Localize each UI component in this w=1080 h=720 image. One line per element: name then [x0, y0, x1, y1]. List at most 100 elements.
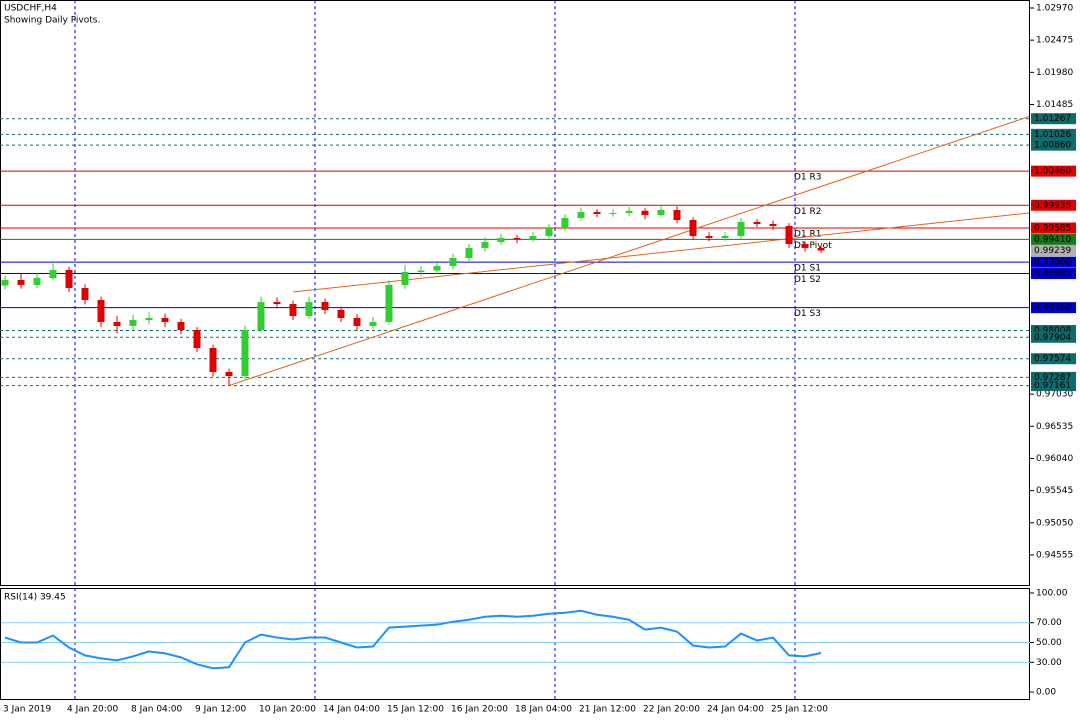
rsi-line — [4, 609, 822, 670]
chart-subtitle: Showing Daily Pivots. — [4, 16, 100, 26]
candle-body — [177, 322, 185, 331]
rsi-label: RSI(14) 39.45 — [4, 593, 66, 603]
candle-body — [817, 247, 825, 251]
rsi-frame — [0, 588, 1030, 700]
candle-body — [625, 210, 633, 214]
y-tick-label: 0.95545 — [1036, 486, 1073, 496]
x-tick-label: 16 Jan 20:00 — [451, 705, 508, 715]
period-separators — [74, 0, 796, 700]
candle-body — [49, 270, 57, 279]
rsi-tick-label: 50.00 — [1036, 638, 1062, 648]
level-tag-label: 0.97904 — [1034, 333, 1071, 343]
candle-body — [609, 213, 617, 215]
x-tick-label: 21 Jan 12:00 — [579, 705, 636, 715]
y-tick-label: 0.96040 — [1036, 454, 1073, 464]
candle-body — [161, 317, 169, 323]
candle-body — [529, 236, 537, 240]
candle-body — [353, 317, 361, 326]
candle-body — [225, 371, 233, 377]
candle-body — [1, 280, 9, 286]
candle-body — [545, 228, 553, 237]
rsi-tick-label: 100.00 — [1036, 588, 1068, 598]
level-tag — [1031, 353, 1076, 365]
level-tag — [1031, 139, 1076, 151]
level-tag — [1031, 128, 1076, 140]
candle-body — [385, 284, 393, 323]
level-tag-label: 0.98885 — [1034, 269, 1071, 279]
x-tick-label: 14 Jan 04:00 — [323, 705, 380, 715]
candle-body — [673, 210, 681, 221]
level-tag-label: 0.99935 — [1034, 201, 1071, 211]
candle-body — [513, 237, 521, 240]
level-tag — [1031, 256, 1076, 268]
candle-body — [33, 278, 41, 285]
candle-body — [801, 244, 809, 248]
pivot-name: D1 Pivot — [794, 241, 832, 251]
level-tag — [1031, 222, 1076, 234]
y-tick-label: 1.01485 — [1036, 100, 1073, 110]
candle-body — [113, 322, 121, 326]
candle-body — [689, 220, 697, 237]
candle-body — [481, 241, 489, 248]
level-tag-label: 0.97574 — [1034, 354, 1071, 364]
candle-body — [321, 301, 329, 310]
level-tag — [1031, 199, 1076, 211]
main-frame — [0, 0, 1030, 586]
candle-body — [289, 304, 297, 316]
x-tick-label: 9 Jan 12:00 — [195, 705, 247, 715]
x-tick-label: 24 Jan 04:00 — [707, 705, 764, 715]
candle-body — [337, 309, 345, 318]
candle-body — [465, 247, 473, 258]
candle-body — [449, 257, 457, 266]
trendline — [228, 116, 1030, 387]
candle-body — [737, 221, 745, 237]
candle-body — [657, 210, 665, 216]
candle-body — [65, 270, 73, 289]
level-tag — [1031, 371, 1076, 383]
y-tick-label: 0.96535 — [1036, 422, 1073, 432]
level-tag — [1031, 233, 1076, 245]
candle-body — [577, 211, 585, 219]
level-tag-label: 0.99410 — [1034, 235, 1071, 245]
candle-body — [753, 221, 761, 224]
candle-body — [193, 330, 201, 349]
level-tag — [1031, 165, 1076, 177]
candle-body — [81, 288, 89, 300]
candle-body — [641, 210, 649, 216]
x-tick-label: 4 Jan 20:00 — [67, 705, 119, 715]
level-tag — [1031, 380, 1076, 392]
candle-body — [401, 272, 409, 285]
candle-body — [369, 322, 377, 326]
candle-body — [257, 301, 265, 331]
level-tag — [1031, 268, 1076, 280]
y-tick-label: 1.02475 — [1036, 36, 1073, 46]
level-tag-label: 1.01026 — [1034, 130, 1071, 140]
candle-body — [705, 236, 713, 238]
x-tick-label: 25 Jan 12:00 — [771, 705, 828, 715]
rsi-tick-label: 30.00 — [1036, 658, 1062, 668]
level-tag-label: 0.99060 — [1034, 258, 1071, 268]
candle-body — [497, 237, 505, 242]
rsi-tick-label: 70.00 — [1036, 618, 1062, 628]
y-tick-label: 0.97030 — [1036, 390, 1073, 400]
level-tag — [1031, 113, 1076, 125]
level-tag-label: 0.97287 — [1034, 373, 1071, 383]
x-tick-label: 10 Jan 20:00 — [259, 705, 316, 715]
candle-body — [433, 265, 441, 271]
chart-title: USDCHF,H4 — [4, 4, 57, 14]
candle-body — [97, 299, 105, 323]
candle-body — [17, 280, 25, 285]
level-tag-label: 0.99585 — [1034, 224, 1071, 234]
candle-body — [769, 223, 777, 227]
candle-body — [273, 301, 281, 305]
candle-body — [593, 211, 601, 214]
candle-body — [145, 317, 153, 320]
pivot-name: D1 S1 — [794, 264, 821, 274]
pivot-name: D1 R3 — [794, 173, 822, 183]
pivot-name: D1 S2 — [794, 275, 821, 285]
x-tick-label: 22 Jan 20:00 — [643, 705, 700, 715]
level-tag-label: 1.00460 — [1034, 167, 1071, 177]
y-tick-label: 0.95050 — [1036, 518, 1073, 528]
